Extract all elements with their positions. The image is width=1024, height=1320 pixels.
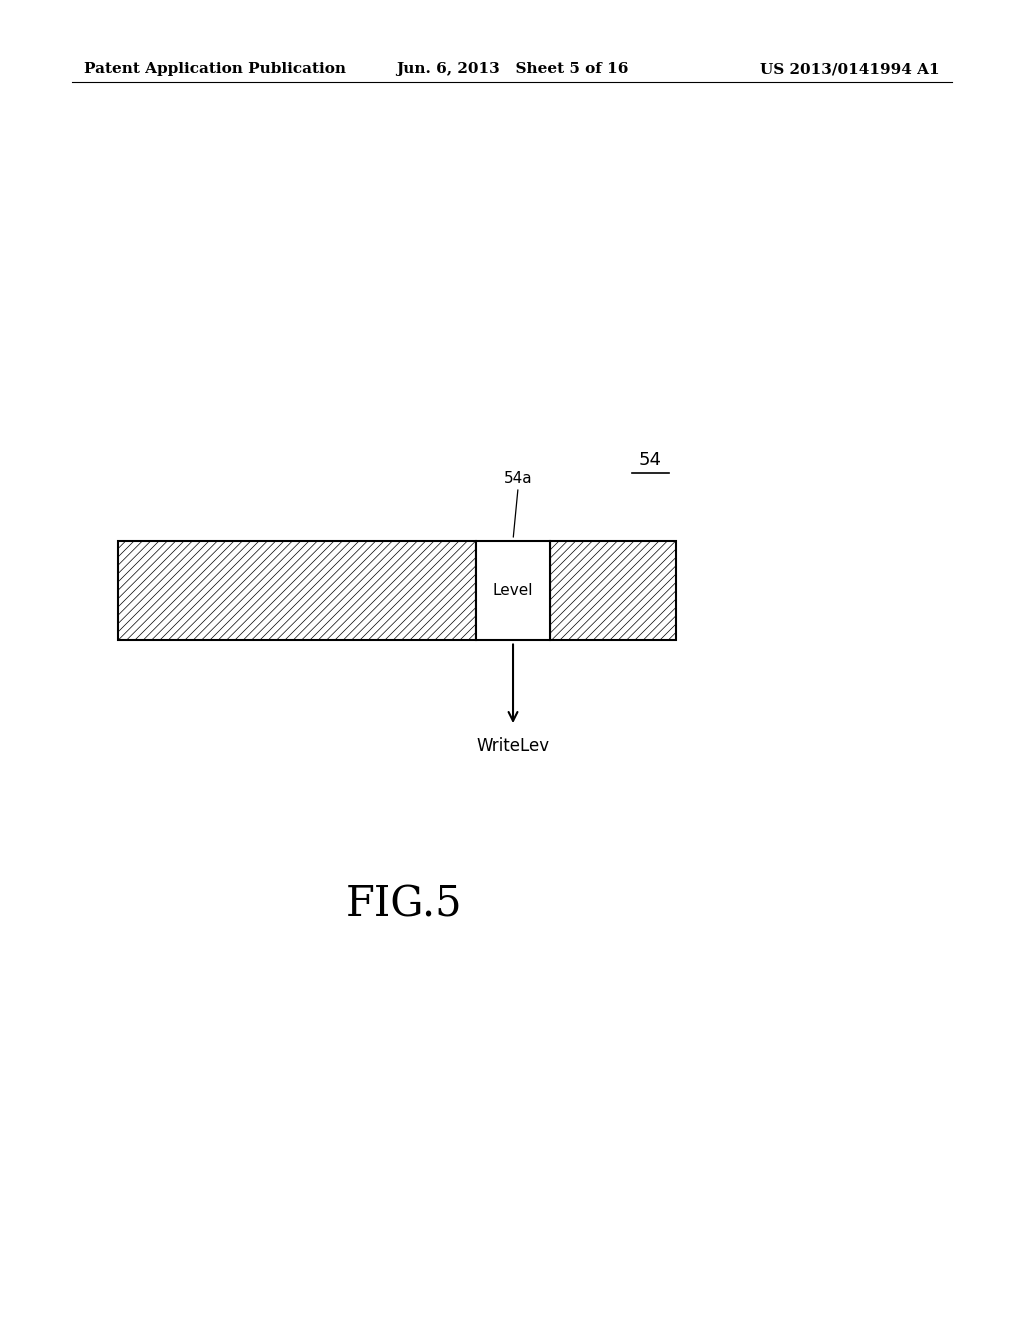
Text: 54a: 54a: [504, 471, 532, 486]
Text: US 2013/0141994 A1: US 2013/0141994 A1: [761, 62, 940, 77]
Text: WriteLev: WriteLev: [476, 737, 550, 755]
Text: FIG.5: FIG.5: [346, 883, 463, 925]
Bar: [550, 541, 676, 640]
Text: Patent Application Publication: Patent Application Publication: [84, 62, 346, 77]
Bar: [118, 541, 476, 640]
Text: Jun. 6, 2013   Sheet 5 of 16: Jun. 6, 2013 Sheet 5 of 16: [396, 62, 628, 77]
Text: Level: Level: [493, 583, 534, 598]
Bar: [476, 541, 550, 640]
Text: 54: 54: [639, 450, 662, 469]
